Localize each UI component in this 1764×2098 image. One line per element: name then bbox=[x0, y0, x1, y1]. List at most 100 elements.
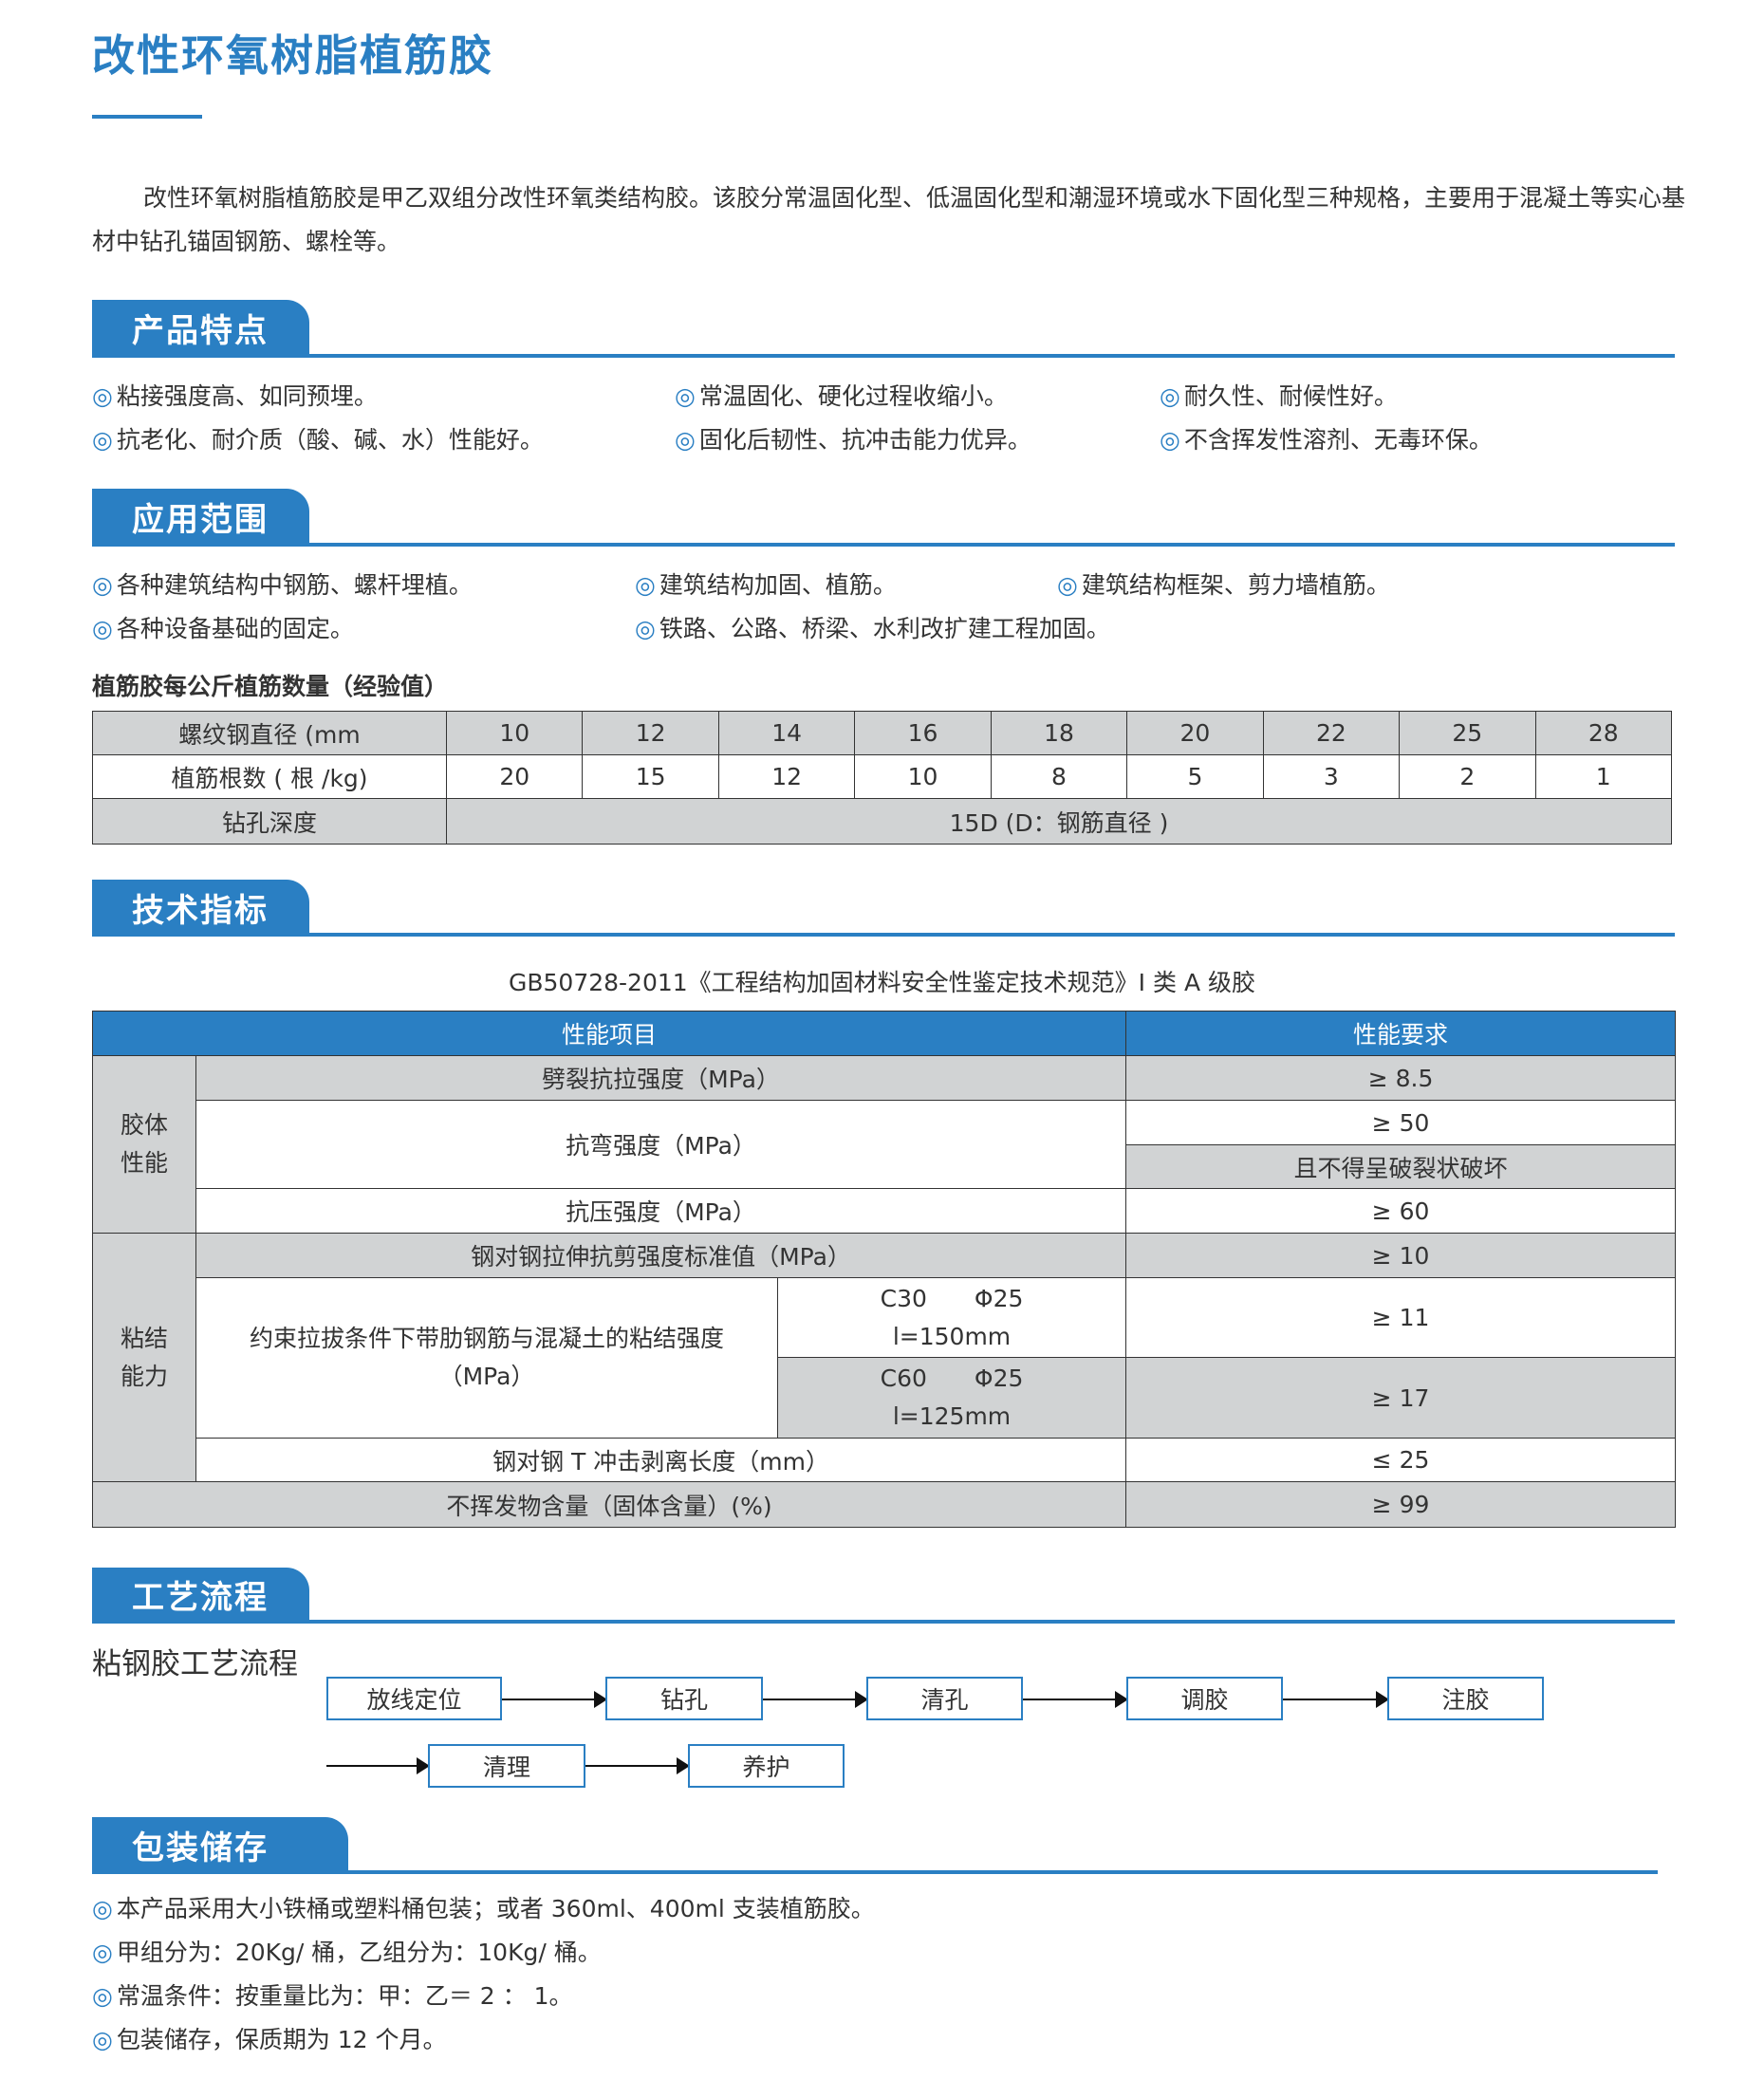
table-row: 钻孔深度 15D (D：钢筋直径 ) bbox=[92, 798, 1672, 845]
group-label: 粘结 能力 bbox=[92, 1233, 196, 1482]
cell: 约束拉拔条件下带肋钢筋与混凝土的粘结强度（MPa） bbox=[195, 1277, 778, 1439]
section-tab-applications: 应用范围 bbox=[92, 489, 309, 545]
count-cell: 15 bbox=[582, 754, 719, 799]
table-row: 粘结 能力 钢对钢拉伸抗剪强度标准值（MPa） ≥ 10 bbox=[92, 1233, 1677, 1482]
feature-item: ◎ 耐久性、耐候性好。 bbox=[1160, 382, 1398, 410]
count-cell: 10 bbox=[854, 754, 992, 799]
feature-item: ◎ 固化后韧性、抗冲击能力优异。 bbox=[675, 426, 1031, 454]
section-tab-tech: 技术指标 bbox=[92, 880, 309, 935]
application-item: ◎ 各种建筑结构中钢筋、螺杆埋植。 bbox=[92, 571, 473, 599]
bullet-icon: ◎ bbox=[92, 571, 113, 599]
cell: 不挥发物含量（固体含量）(%) bbox=[91, 1481, 1127, 1528]
count-cell: 2 bbox=[1399, 754, 1536, 799]
section-divider bbox=[92, 1620, 1675, 1624]
cell: ≥ 11 bbox=[1125, 1277, 1677, 1358]
diameter-cell: 28 bbox=[1534, 711, 1672, 755]
row-label: 螺纹钢直径 (mm bbox=[92, 711, 447, 755]
group-label: 胶体 性能 bbox=[92, 1055, 196, 1234]
cell: ≥ 8.5 bbox=[1125, 1055, 1677, 1101]
bullet-icon: ◎ bbox=[92, 1895, 113, 1922]
table-row: 抗压强度（MPa） ≥ 60 bbox=[93, 1188, 1677, 1234]
table-row: 螺纹钢直径 (mm 10 12 14 16 18 20 22 25 28 bbox=[92, 711, 1672, 755]
section-tab-packaging: 包装储存 bbox=[92, 1817, 348, 1873]
section-tab-process: 工艺流程 bbox=[92, 1568, 309, 1622]
arrow-right-icon bbox=[763, 1691, 868, 1708]
bullet-icon: ◎ bbox=[1160, 382, 1180, 410]
cell: 抗弯强度（MPa） bbox=[195, 1100, 1127, 1189]
table-row: 植筋根数 ( 根 /kg) 20 15 12 10 8 5 3 2 1 bbox=[92, 754, 1672, 799]
tech-table: 性能项目 性能要求 胶体 性能 劈裂抗拉强度（MPa） ≥ 8.5 抗弯强度（M… bbox=[91, 1011, 1677, 1528]
flow-step: 清孔 bbox=[866, 1677, 1023, 1720]
diameter-cell: 12 bbox=[582, 711, 719, 755]
page-title: 改性环氧树脂植筋胶 bbox=[92, 30, 494, 81]
bullet-icon: ◎ bbox=[92, 1982, 113, 2010]
rebar-table-caption: 植筋胶每公斤植筋数量（经验值） bbox=[92, 673, 449, 700]
cell: C30 Φ25 l=150mm bbox=[776, 1277, 1127, 1358]
arrow-right-icon bbox=[502, 1691, 607, 1708]
flow-title: 粘钢胶工艺流程 bbox=[92, 1647, 298, 1681]
section-divider bbox=[92, 354, 1675, 358]
packaging-item: ◎ 甲组分为：20Kg/ 桶，乙组分为：10Kg/ 桶。 bbox=[92, 1939, 602, 1966]
diameter-cell: 10 bbox=[445, 711, 584, 755]
cell: ≥ 10 bbox=[1125, 1233, 1677, 1278]
intro-paragraph: 改性环氧树脂植筋胶是甲乙双组分改性环氧类结构胶。该胶分常温固化型、低温固化型和潮… bbox=[92, 184, 1686, 255]
flow-step: 注胶 bbox=[1387, 1677, 1544, 1720]
cell: ≤ 25 bbox=[1125, 1438, 1677, 1482]
table-row: 约束拉拔条件下带肋钢筋与混凝土的粘结强度（MPa） C30 Φ25 l=150m… bbox=[93, 1277, 1677, 1439]
section-tab-features: 产品特点 bbox=[92, 300, 309, 356]
cell: 钢对钢 T 冲击剥离长度（mm） bbox=[195, 1438, 1127, 1482]
count-cell: 20 bbox=[445, 754, 584, 799]
header-item: 性能项目 bbox=[91, 1011, 1127, 1056]
section-divider bbox=[92, 543, 1675, 547]
packaging-item: ◎ 常温条件：按重量比为：甲：乙＝ 2 ： 1。 bbox=[92, 1982, 573, 2010]
arrow-right-icon bbox=[585, 1757, 690, 1774]
feature-item: ◎ 粘接强度高、如同预埋。 bbox=[92, 382, 378, 410]
table-row: 抗弯强度（MPa） ≥ 50 bbox=[93, 1100, 1677, 1189]
diameter-cell: 16 bbox=[854, 711, 992, 755]
flow-step: 调胶 bbox=[1126, 1677, 1283, 1720]
section-divider bbox=[92, 933, 1675, 937]
table-row: 不挥发物含量（固体含量）(%) ≥ 99 bbox=[91, 1481, 1677, 1528]
table-row: 胶体 性能 劈裂抗拉强度（MPa） ≥ 8.5 bbox=[92, 1055, 1677, 1234]
cell: ≥ 99 bbox=[1125, 1481, 1677, 1528]
application-item: ◎ 铁路、公路、桥梁、水利改扩建工程加固。 bbox=[635, 615, 1110, 642]
count-cell: 1 bbox=[1534, 754, 1672, 799]
count-cell: 12 bbox=[717, 754, 856, 799]
arrow-right-icon bbox=[1023, 1691, 1128, 1708]
application-item: ◎ 建筑结构加固、植筋。 bbox=[635, 571, 897, 599]
feature-item: ◎ 常温固化、硬化过程收缩小。 bbox=[675, 382, 1008, 410]
cell: 抗压强度（MPa） bbox=[195, 1188, 1127, 1234]
bullet-icon: ◎ bbox=[92, 2026, 113, 2053]
cell: 劈裂抗拉强度（MPa） bbox=[195, 1055, 1127, 1101]
table-row: 钢对钢 T 冲击剥离长度（mm） ≤ 25 bbox=[93, 1438, 1677, 1482]
standard-caption: GB50728-2011《工程结构加固材料安全性鉴定技术规范》I 类 A 级胶 bbox=[508, 969, 1255, 996]
flow-step: 清理 bbox=[428, 1744, 585, 1788]
diameter-cell: 22 bbox=[1262, 711, 1401, 755]
table-row: C60 Φ25 l=125mm ≥ 17 bbox=[93, 1357, 1677, 1439]
feature-item: ◎ 不含挥发性溶剂、无毒环保。 bbox=[1160, 426, 1493, 454]
bullet-icon: ◎ bbox=[675, 426, 696, 454]
bullet-icon: ◎ bbox=[635, 571, 656, 599]
flow-step: 放线定位 bbox=[326, 1677, 502, 1720]
table-header-row: 性能项目 性能要求 bbox=[91, 1011, 1677, 1056]
flow-step: 钻孔 bbox=[605, 1677, 763, 1720]
cell: ≥ 60 bbox=[1125, 1188, 1677, 1234]
cell: C60 Φ25 l=125mm bbox=[776, 1357, 1127, 1439]
count-cell: 3 bbox=[1262, 754, 1401, 799]
rebar-table: 螺纹钢直径 (mm 10 12 14 16 18 20 22 25 28 植筋根数 ( 根 /k… bbox=[92, 711, 1672, 845]
bullet-icon: ◎ bbox=[1057, 571, 1078, 599]
bullet-icon: ◎ bbox=[675, 382, 696, 410]
feature-item: ◎ 抗老化、耐介质（酸、碱、水）性能好。 bbox=[92, 426, 544, 454]
title-underline bbox=[92, 115, 202, 119]
application-item: ◎ 建筑结构框架、剪力墙植筋。 bbox=[1057, 571, 1390, 599]
cell: 钢对钢拉伸抗剪强度标准值（MPa） bbox=[195, 1233, 1127, 1278]
cell: 且不得呈破裂状破坏 bbox=[1125, 1144, 1677, 1189]
packaging-item: ◎ 包装储存，保质期为 12 个月。 bbox=[92, 2026, 447, 2053]
bullet-icon: ◎ bbox=[635, 615, 656, 642]
row-label: 钻孔深度 bbox=[92, 798, 447, 845]
bullet-icon: ◎ bbox=[92, 1939, 113, 1966]
cell: ≥ 50 bbox=[1125, 1100, 1677, 1145]
diameter-cell: 20 bbox=[1126, 711, 1264, 755]
count-cell: 5 bbox=[1126, 754, 1264, 799]
section-divider bbox=[92, 1870, 1658, 1874]
